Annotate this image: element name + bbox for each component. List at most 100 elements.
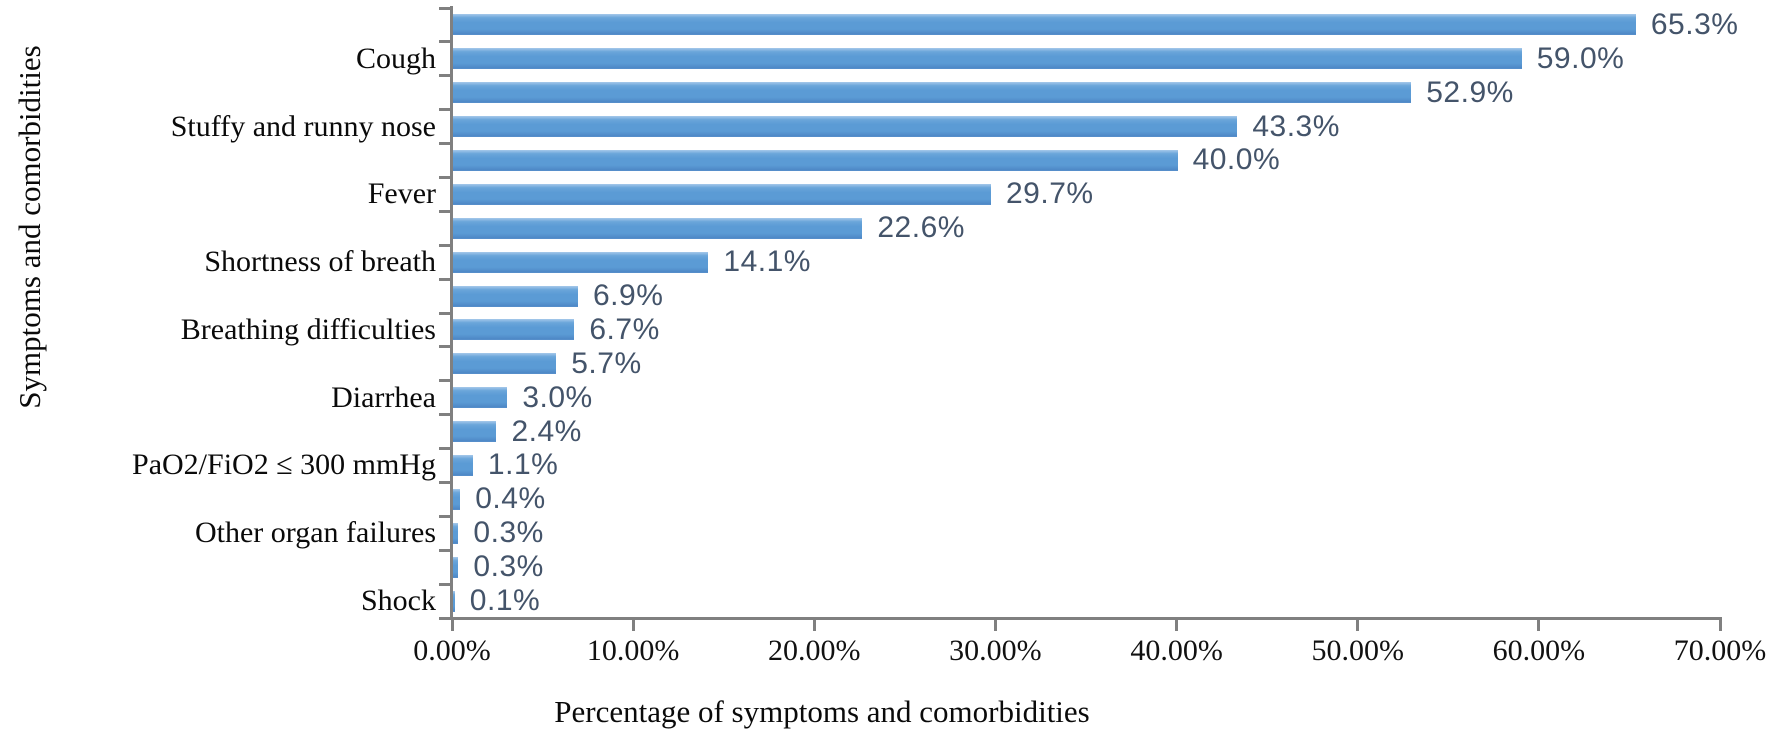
value-label: 2.4% [511,414,582,448]
y-axis-tick [439,108,451,112]
value-label: 29.7% [1005,177,1094,211]
value-label: 6.9% [592,279,664,313]
bar-row: Breathing difficulties 6.7% [0,313,1772,347]
y-axis-tick [439,142,451,146]
bar [453,556,459,578]
x-axis-tick-label: 10.00% [586,634,680,667]
category-label [0,76,436,110]
x-axis-tick-label: 50.00% [1311,634,1404,667]
bar [453,488,461,510]
bar [453,319,575,341]
y-axis-tick [439,311,451,315]
bar-row: Fever 29.7% [0,177,1772,211]
bar [453,353,557,375]
value-label: 43.3% [1252,109,1340,143]
category-label: Shock [361,584,436,618]
value-label: 14.1% [723,245,811,279]
bar [453,454,473,476]
category-label [0,211,436,245]
x-axis-tick [1175,620,1179,631]
bar [453,251,709,273]
x-axis-tick-label: 40.00% [1130,634,1223,667]
bar [453,285,578,307]
value-label: 5.7% [571,346,642,380]
y-axis-tick [439,548,451,552]
value-label: 6.7% [589,312,660,346]
value-label: 65.3% [1650,7,1739,41]
x-axis-tick-label: 20.00% [768,634,861,667]
x-axis-tick-label: 70.00% [1673,634,1767,667]
value-label: 0.3% [473,516,544,550]
category-label: Stuffy and runny nose [170,109,436,143]
bar [453,149,1178,171]
y-axis-tick [439,175,451,179]
bar-row: Diarrhea 3.0% [0,381,1772,415]
bar [453,82,1412,104]
value-label: 0.4% [475,482,546,516]
bar-row: 22.6% [0,211,1772,245]
y-axis-tick [439,582,451,586]
bar-row: Shock 0.1% [0,584,1772,618]
y-axis-tick [439,74,451,78]
x-axis-tick [450,620,454,631]
x-axis-line [450,617,1722,620]
x-axis-tick [993,620,997,631]
y-axis-tick [439,447,451,451]
bar-row: Shortness of breath 14.1% [0,245,1772,279]
x-axis-tick-label: 60.00% [1492,634,1586,667]
y-axis-tick [439,514,451,518]
y-axis-tick [439,277,451,281]
x-axis-tick [1356,620,1360,631]
bar-row: 5.7% [0,347,1772,381]
category-label: Diarrhea [331,380,436,414]
x-axis-tick-label: 30.00% [949,634,1042,667]
y-axis-tick [439,413,451,417]
bar-row: 40.0% [0,143,1772,178]
bar-row: 2.4% [0,415,1772,449]
value-label: 1.1% [487,448,559,482]
value-label: 59.0% [1536,41,1625,75]
value-label: 52.9% [1426,75,1514,109]
value-label: 40.0% [1192,143,1281,177]
category-label: Breathing difficulties [180,312,436,346]
bar-row: 65.3% [0,8,1772,42]
x-axis-tick [631,620,635,631]
category-label [0,8,436,42]
bar-row: 0.3% [0,550,1772,584]
x-axis-title: Percentage of symptoms and comorbidities [554,694,1090,729]
y-axis-tick [439,379,451,383]
value-label: 0.3% [473,550,544,584]
category-label [0,279,436,313]
bar-row: 0.4% [0,482,1772,516]
value-label: 3.0% [522,380,593,414]
y-axis-tick [439,243,451,247]
y-axis-tick [439,480,451,484]
category-label: PaO2/FiO2 ≤ 300 mmHg [132,448,436,482]
bar-row: PaO2/FiO2 ≤ 300 mmHg 1.1% [0,448,1772,483]
x-axis-tick [1718,620,1722,631]
bar [453,590,455,612]
bar [453,421,497,443]
category-label [0,347,436,381]
y-axis-tick [439,345,451,349]
category-label: Other organ failures [194,516,436,550]
value-label: 0.1% [469,584,541,618]
bar [453,522,459,544]
y-axis-tick [439,40,451,44]
category-label: Cough [355,41,436,75]
bar-row: Stuffy and runny nose 43.3% [0,110,1772,144]
bar [453,217,863,239]
bar [453,183,991,205]
category-label [0,482,436,516]
y-axis-tick [439,209,451,213]
category-label: Shortness of breath [204,245,436,279]
bar [453,14,1636,36]
category-label [0,144,436,178]
y-axis-tick [439,6,451,10]
bar-row: 52.9% [0,76,1772,110]
value-label: 22.6% [877,211,965,245]
x-axis-tick [812,620,816,631]
bar-row: 6.9% [0,279,1772,313]
bar [453,48,1522,70]
